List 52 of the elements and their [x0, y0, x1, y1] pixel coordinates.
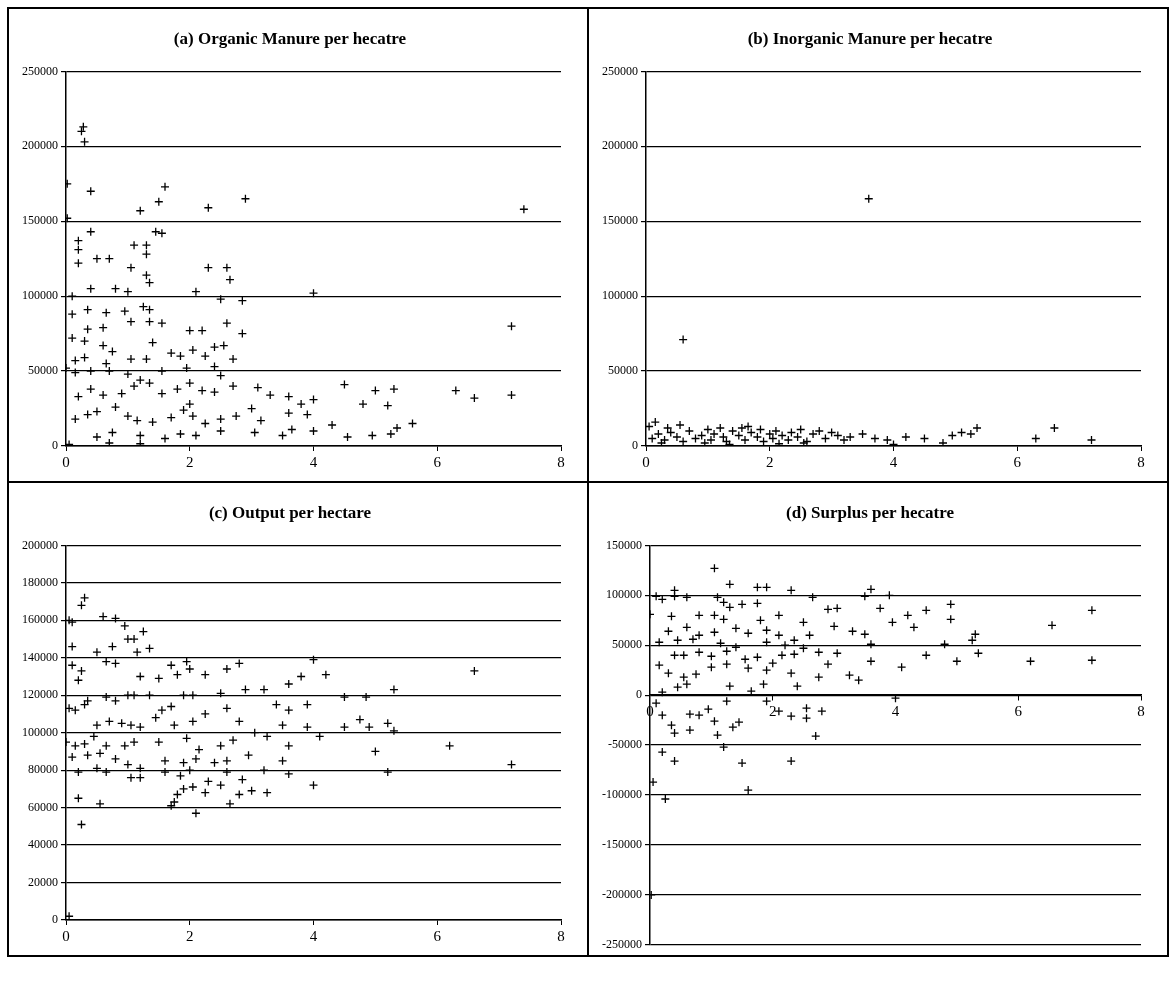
y-tick-label: 0 — [632, 438, 638, 453]
y-tick-label: 0 — [52, 438, 58, 453]
y-tick-label: 50000 — [608, 363, 638, 378]
x-tick-label: 8 — [1137, 703, 1145, 720]
x-tick-label: 4 — [891, 703, 900, 720]
x-tick-label: 2 — [186, 927, 194, 944]
y-tick-label: -250000 — [602, 936, 642, 951]
y-tick-label: 40000 — [28, 837, 58, 852]
y-tick-label: 50000 — [28, 363, 58, 378]
x-tick-label: 2 — [766, 453, 774, 470]
y-tick-label: 0 — [52, 912, 58, 927]
y-tick-label: 100000 — [22, 724, 58, 739]
x-tick-label: 8 — [1137, 453, 1145, 470]
y-tick-label: 250000 — [602, 63, 638, 78]
y-tick-label: 150000 — [22, 213, 58, 228]
y-tick-label: 150000 — [606, 537, 642, 552]
x-tick-label: 6 — [433, 927, 442, 944]
y-tick-label: 180000 — [22, 575, 58, 590]
y-tick-label: -100000 — [602, 787, 642, 802]
y-tick-label: 50000 — [612, 637, 642, 652]
y-tick-label: 200000 — [602, 138, 638, 153]
chart-title: (b) Inorganic Manure per hecatre — [747, 28, 993, 48]
x-tick-label: 8 — [557, 927, 565, 944]
x-tick-label: 4 — [889, 453, 898, 470]
y-tick-label: -150000 — [602, 837, 642, 852]
chart-title: (a) Organic Manure per hecatre — [173, 28, 407, 48]
y-tick-label: 100000 — [602, 288, 638, 303]
y-tick-label: 60000 — [28, 799, 58, 814]
y-tick-label: 100000 — [606, 587, 642, 602]
y-tick-label: 150000 — [602, 213, 638, 228]
y-tick-label: 80000 — [28, 762, 58, 777]
y-tick-label: 0 — [636, 687, 642, 702]
y-tick-label: 250000 — [22, 63, 58, 78]
y-tick-label: 200000 — [22, 537, 58, 552]
x-tick-label: 4 — [309, 927, 318, 944]
y-tick-label: 100000 — [22, 288, 58, 303]
x-tick-label: 6 — [1013, 453, 1022, 470]
x-tick-label: 8 — [557, 453, 565, 470]
y-tick-label: 140000 — [22, 649, 58, 664]
x-tick-label: 6 — [1014, 703, 1023, 720]
y-tick-label: -50000 — [608, 737, 642, 752]
x-tick-label: 4 — [309, 453, 318, 470]
chart-title: (c) Output per hectare — [208, 502, 372, 522]
y-tick-label: 160000 — [22, 612, 58, 627]
x-tick-label: 2 — [769, 703, 777, 720]
y-tick-label: 200000 — [22, 138, 58, 153]
chart-title: (d) Surplus per hecatre — [786, 502, 955, 522]
y-tick-label: 120000 — [22, 687, 58, 702]
y-tick-label: 20000 — [28, 874, 58, 889]
x-tick-label: 2 — [186, 453, 194, 470]
x-tick-label: 6 — [433, 453, 442, 470]
y-tick-label: -200000 — [602, 887, 642, 902]
